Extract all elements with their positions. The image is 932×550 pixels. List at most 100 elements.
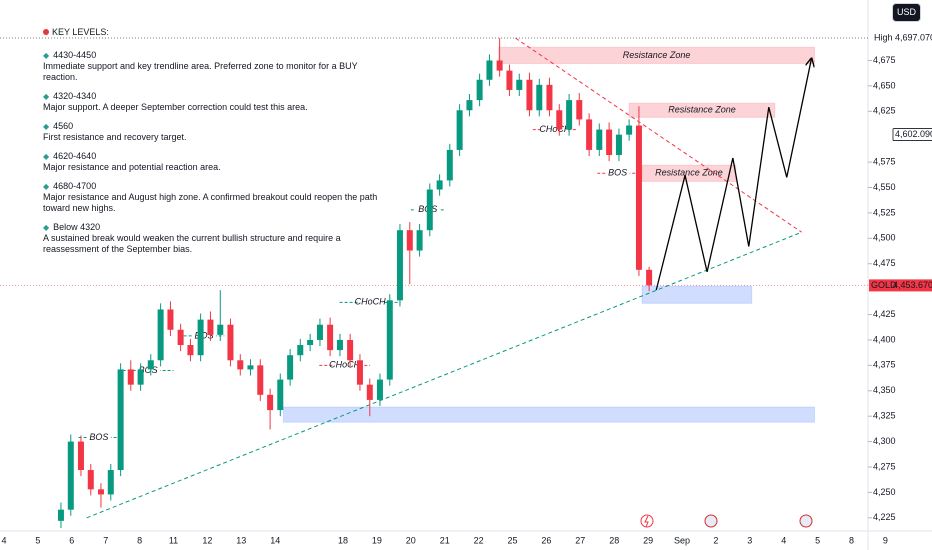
candle-body xyxy=(87,470,94,490)
candle-body xyxy=(596,129,603,150)
candle-body xyxy=(107,470,114,495)
currency-button[interactable]: USD xyxy=(892,3,921,22)
zone-label: Resistance Zone xyxy=(623,50,691,60)
x-tick-label: 19 xyxy=(372,535,382,545)
candle-body xyxy=(347,339,354,361)
candle-body xyxy=(646,269,653,286)
candle-body xyxy=(147,360,154,370)
candle-body xyxy=(97,489,104,495)
trendline xyxy=(515,37,802,233)
candle-body xyxy=(167,309,174,330)
pin-icon xyxy=(43,29,49,35)
x-tick-label: 20 xyxy=(406,535,416,545)
candle-body xyxy=(287,355,294,380)
x-tick-label: 8 xyxy=(137,535,142,545)
x-tick-label: 13 xyxy=(236,535,246,545)
candle-body xyxy=(615,134,622,155)
candle-body xyxy=(576,100,583,120)
x-tick-label: 6 xyxy=(69,535,74,545)
candle-body xyxy=(546,84,553,111)
candle-body xyxy=(257,365,264,395)
structure-label: CHoCH xyxy=(539,124,571,134)
x-tick-label: 27 xyxy=(575,535,585,545)
candle-body xyxy=(327,324,334,351)
candle-body xyxy=(635,125,642,270)
y-tick-label: 4,250 xyxy=(873,487,896,497)
zone xyxy=(282,406,816,423)
x-tick-label: 3 xyxy=(747,535,752,545)
structure-label-bg xyxy=(86,433,111,442)
candle-body xyxy=(157,309,164,361)
y-tick-label: 4,525 xyxy=(873,207,896,217)
candle-body xyxy=(57,509,64,521)
note-text: First resistance and recovery target. xyxy=(43,132,187,142)
x-tick-label: 21 xyxy=(440,535,450,545)
candle-body xyxy=(536,84,543,111)
event-icon[interactable] xyxy=(704,514,718,528)
note-text: Major resistance and potential reaction … xyxy=(43,162,221,172)
candle-body xyxy=(556,110,563,130)
price-tag xyxy=(869,279,932,292)
x-tick-label: 2 xyxy=(713,535,718,545)
note-level: 4680-4700 xyxy=(43,181,393,192)
structure-label-bg xyxy=(605,169,630,178)
x-tick-label: 28 xyxy=(609,535,619,545)
candle-body xyxy=(426,189,433,231)
zone-label: Resistance Zone xyxy=(655,168,723,178)
trendline xyxy=(86,231,802,519)
candle-body xyxy=(446,149,453,181)
x-tick-label: 5 xyxy=(35,535,40,545)
candle-body xyxy=(566,100,573,130)
event-icon-glyph xyxy=(644,515,649,528)
x-tick-label: 18 xyxy=(338,535,348,545)
x-tick-label: 5 xyxy=(815,535,820,545)
note-level: 4430-4450 xyxy=(43,50,393,61)
candle-body xyxy=(307,339,314,346)
candle-body xyxy=(366,384,373,400)
y-tick-label: 4,300 xyxy=(873,436,896,446)
x-tick-label: 9 xyxy=(883,535,888,545)
candle-body xyxy=(227,324,234,361)
y-tick-label: 4,425 xyxy=(873,309,896,319)
candle-body xyxy=(466,100,473,111)
structure-label: BOS xyxy=(608,168,627,178)
x-tick-label: 29 xyxy=(643,535,653,545)
price-tag-value: 4,697.070 xyxy=(895,32,932,42)
structure-label-bg xyxy=(136,366,161,375)
note-text: A sustained break would weaken the curre… xyxy=(43,233,341,254)
event-icon[interactable] xyxy=(640,514,654,528)
candle-body xyxy=(416,230,423,251)
event-icons xyxy=(640,514,813,528)
event-icon[interactable] xyxy=(799,514,813,528)
candle-body xyxy=(177,329,184,346)
candle-body xyxy=(456,110,463,150)
candle-body xyxy=(336,339,343,351)
x-tick-label: 22 xyxy=(474,535,484,545)
x-tick-label: 26 xyxy=(541,535,551,545)
candle-body xyxy=(526,79,533,111)
y-tick-label: 4,375 xyxy=(873,360,896,370)
candle-body xyxy=(586,119,593,150)
price-tag-value: 4,602.090 xyxy=(895,129,932,139)
candle-body xyxy=(267,394,274,411)
price-tag-name: High xyxy=(874,32,893,42)
candle-body xyxy=(127,369,134,385)
y-tick-label: 4,500 xyxy=(873,233,896,243)
structure-label: CHoCH xyxy=(329,360,361,370)
candle-body xyxy=(516,79,523,90)
structure-label-bg xyxy=(542,125,567,134)
structure-label-bg xyxy=(332,361,357,370)
candle-body xyxy=(67,441,74,510)
candle-body xyxy=(77,441,84,471)
candle-body xyxy=(506,70,513,90)
y-tick-label: 4,225 xyxy=(873,512,896,522)
candle-body xyxy=(476,79,483,101)
candle-body xyxy=(297,345,304,356)
candle-body xyxy=(356,360,363,385)
candle-body xyxy=(406,230,413,251)
candle-body xyxy=(117,369,124,471)
